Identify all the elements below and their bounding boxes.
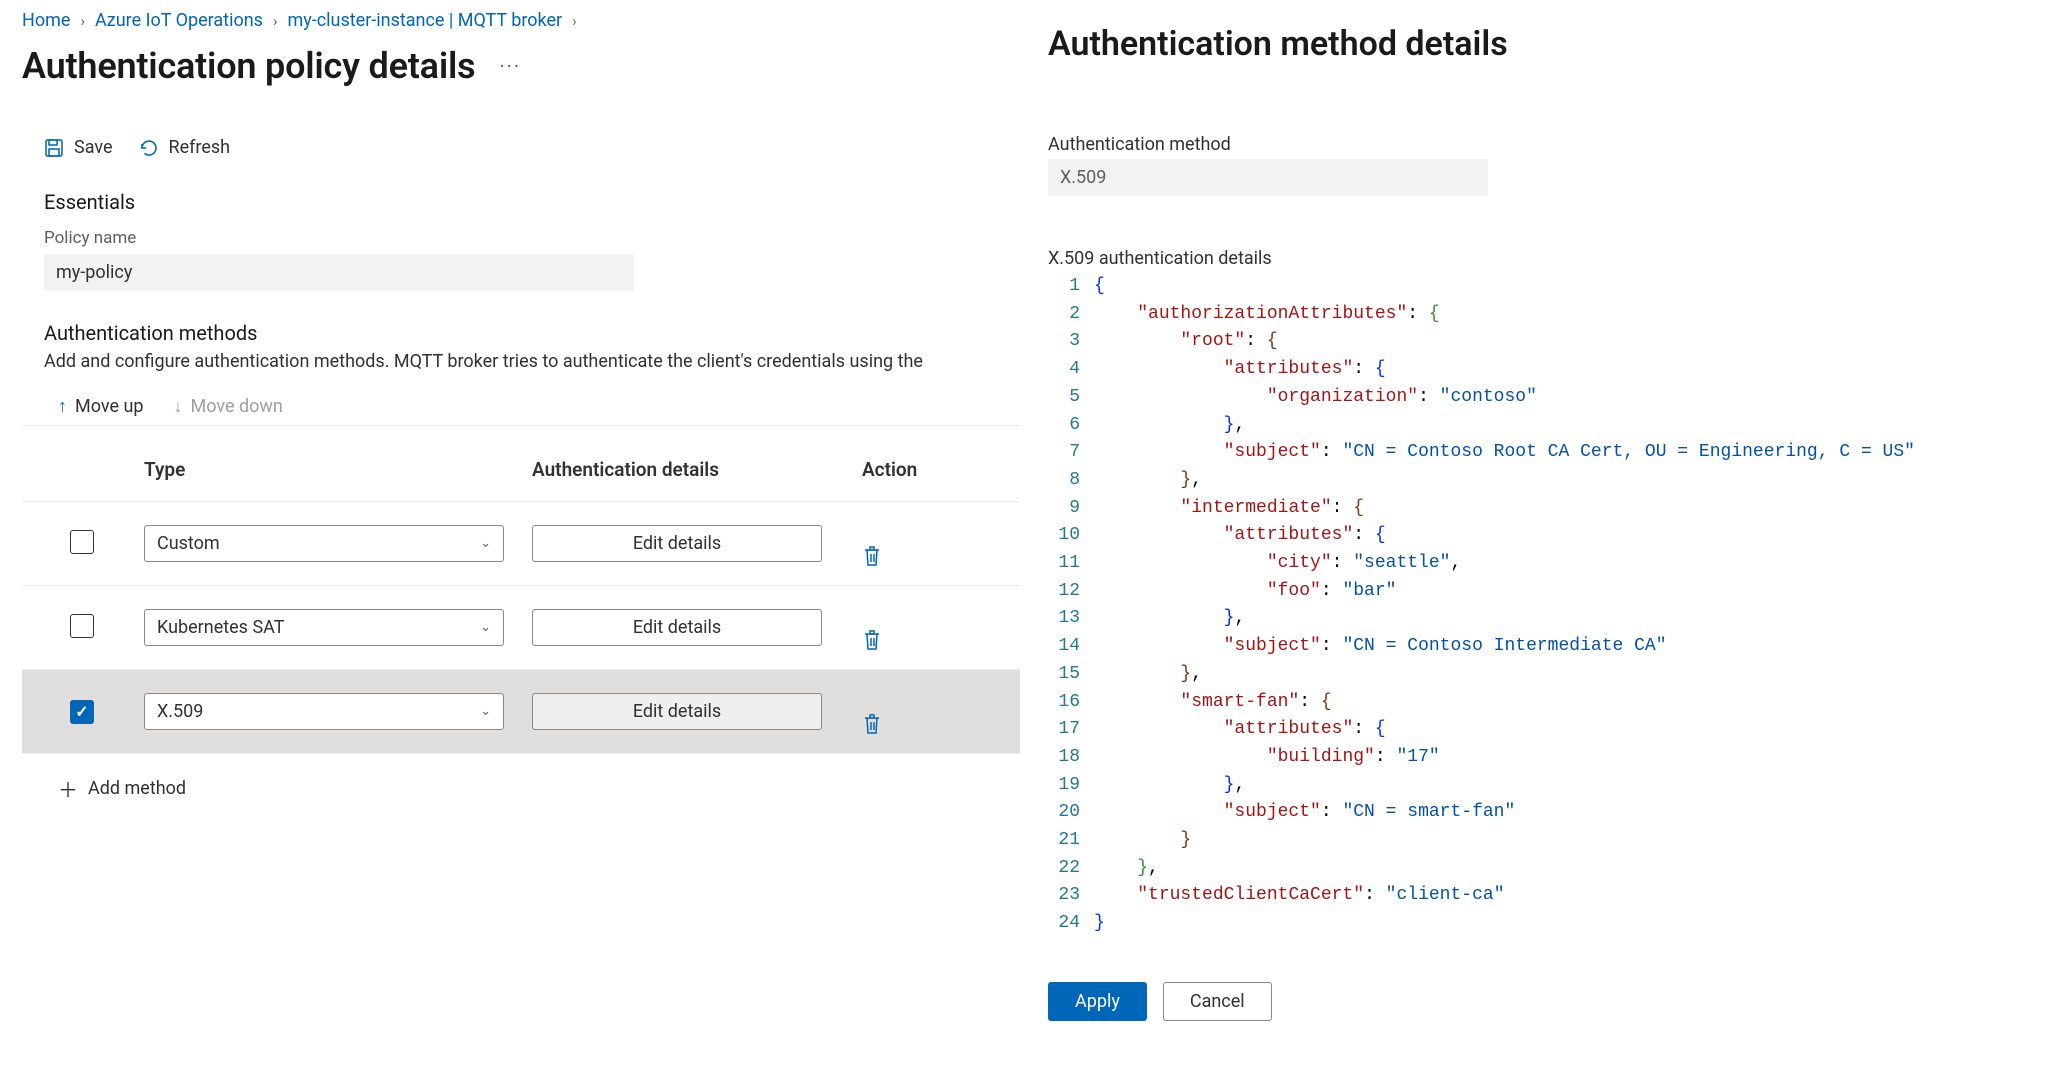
breadcrumb-home[interactable]: Home — [22, 10, 70, 31]
move-down-button: ↓ Move down — [174, 396, 283, 417]
apply-button[interactable]: Apply — [1048, 982, 1147, 1021]
chevron-down-icon: ⌄ — [480, 536, 491, 551]
type-select[interactable]: Custom⌄ — [144, 525, 504, 562]
table-row[interactable]: X.509⌄ Edit details — [22, 670, 1020, 754]
row-checkbox[interactable] — [70, 614, 94, 638]
line-gutter: 123456789101112131415161718192021222324 — [1048, 273, 1094, 938]
panel-title: Authentication method details — [1048, 24, 2033, 64]
delete-icon[interactable] — [862, 545, 982, 567]
edit-details-button[interactable]: Edit details — [532, 525, 822, 562]
cancel-button[interactable]: Cancel — [1163, 982, 1272, 1021]
breadcrumb-iot[interactable]: Azure IoT Operations — [95, 10, 263, 31]
breadcrumb: Home › Azure IoT Operations › my-cluster… — [22, 10, 1020, 31]
edit-details-button[interactable]: Edit details — [532, 609, 822, 646]
policy-name-value: my-policy — [44, 254, 634, 291]
refresh-button[interactable]: Refresh — [139, 137, 231, 158]
chevron-right-icon: › — [80, 12, 85, 30]
policy-name-label: Policy name — [44, 228, 1020, 248]
row-checkbox[interactable] — [70, 700, 94, 724]
methods-table: Type Authentication details Action Custo… — [22, 436, 1020, 754]
plus-icon: ＋ — [58, 774, 78, 803]
move-down-label: Move down — [191, 396, 283, 417]
move-up-button[interactable]: ↑ Move up — [58, 396, 144, 417]
type-select[interactable]: Kubernetes SAT⌄ — [144, 609, 504, 646]
methods-heading: Authentication methods — [44, 321, 1020, 345]
add-method-label: Add method — [88, 778, 186, 799]
chevron-right-icon: › — [572, 12, 577, 30]
save-icon — [44, 138, 64, 158]
code-content[interactable]: { "authorizationAttributes": { "root": {… — [1094, 273, 2033, 938]
table-header: Type Authentication details Action — [22, 436, 1020, 502]
arrow-up-icon: ↑ — [58, 396, 67, 417]
save-button[interactable]: Save — [44, 137, 113, 158]
auth-method-value: X.509 — [1048, 159, 1488, 196]
chevron-down-icon: ⌄ — [480, 704, 491, 719]
essentials-heading: Essentials — [44, 190, 1020, 214]
col-action: Action — [862, 458, 982, 481]
chevron-down-icon: ⌄ — [480, 620, 491, 635]
command-bar: Save Refresh — [22, 127, 1020, 172]
col-details: Authentication details — [532, 458, 862, 481]
breadcrumb-cluster[interactable]: my-cluster-instance | MQTT broker — [287, 10, 562, 31]
type-select[interactable]: X.509⌄ — [144, 693, 504, 730]
refresh-icon — [139, 138, 159, 158]
arrow-down-icon: ↓ — [174, 396, 183, 417]
more-actions-button[interactable]: ··· — [499, 54, 521, 78]
save-label: Save — [74, 137, 113, 158]
details-panel: Authentication method details Authentica… — [1020, 0, 2053, 1087]
chevron-right-icon: › — [273, 12, 278, 30]
row-checkbox[interactable] — [70, 530, 94, 554]
edit-details-button[interactable]: Edit details — [532, 693, 822, 730]
refresh-label: Refresh — [169, 137, 231, 158]
add-method-button[interactable]: ＋ Add method — [22, 754, 1020, 803]
col-type: Type — [132, 458, 532, 481]
delete-icon[interactable] — [862, 629, 982, 651]
json-editor[interactable]: 123456789101112131415161718192021222324 … — [1048, 273, 2033, 938]
move-up-label: Move up — [75, 396, 144, 417]
auth-details-label: X.509 authentication details — [1048, 248, 2033, 269]
page-title: Authentication policy details — [22, 45, 475, 87]
table-row[interactable]: Custom⌄ Edit details — [22, 502, 1020, 586]
methods-description: Add and configure authentication methods… — [44, 351, 1020, 372]
table-row[interactable]: Kubernetes SAT⌄ Edit details — [22, 586, 1020, 670]
delete-icon[interactable] — [862, 713, 982, 735]
auth-method-label: Authentication method — [1048, 134, 2033, 155]
